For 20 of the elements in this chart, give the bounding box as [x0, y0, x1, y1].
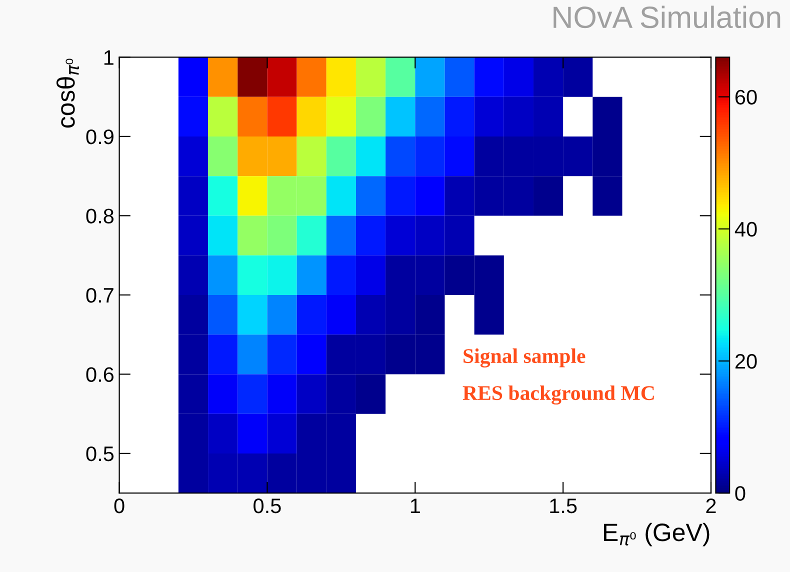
- y-tick-label: 1: [104, 50, 114, 65]
- y-axis-title: cosθ$_{π⁰}$: [56, 58, 80, 128]
- x-tick-label: 0: [114, 498, 124, 514]
- x-tick-label: 1.5: [550, 498, 577, 514]
- x-tick-label: 0.5: [254, 498, 281, 514]
- x-axis-title: E$_{π⁰}$ (GeV): [604, 522, 710, 546]
- color-bar-label: 60: [735, 90, 757, 105]
- x-tick-label: 1: [410, 498, 420, 514]
- y-tick-label: 0.9: [86, 129, 114, 144]
- chart-title: NOvA Simulation: [554, 6, 780, 28]
- y-tick-label: 0.5: [86, 446, 114, 462]
- annotation: Signal sample: [464, 348, 586, 368]
- y-tick-label: 0.6: [86, 367, 114, 382]
- color-bar-label: 0: [735, 486, 746, 501]
- annotation: RES background MC: [462, 385, 654, 405]
- color-bar-label: 40: [734, 222, 757, 237]
- x-tick-label: 2: [706, 498, 716, 514]
- y-tick-label: 0.7: [86, 288, 114, 303]
- color-bar-label: 20: [735, 354, 757, 369]
- y-tick-label: 0.8: [86, 208, 114, 224]
